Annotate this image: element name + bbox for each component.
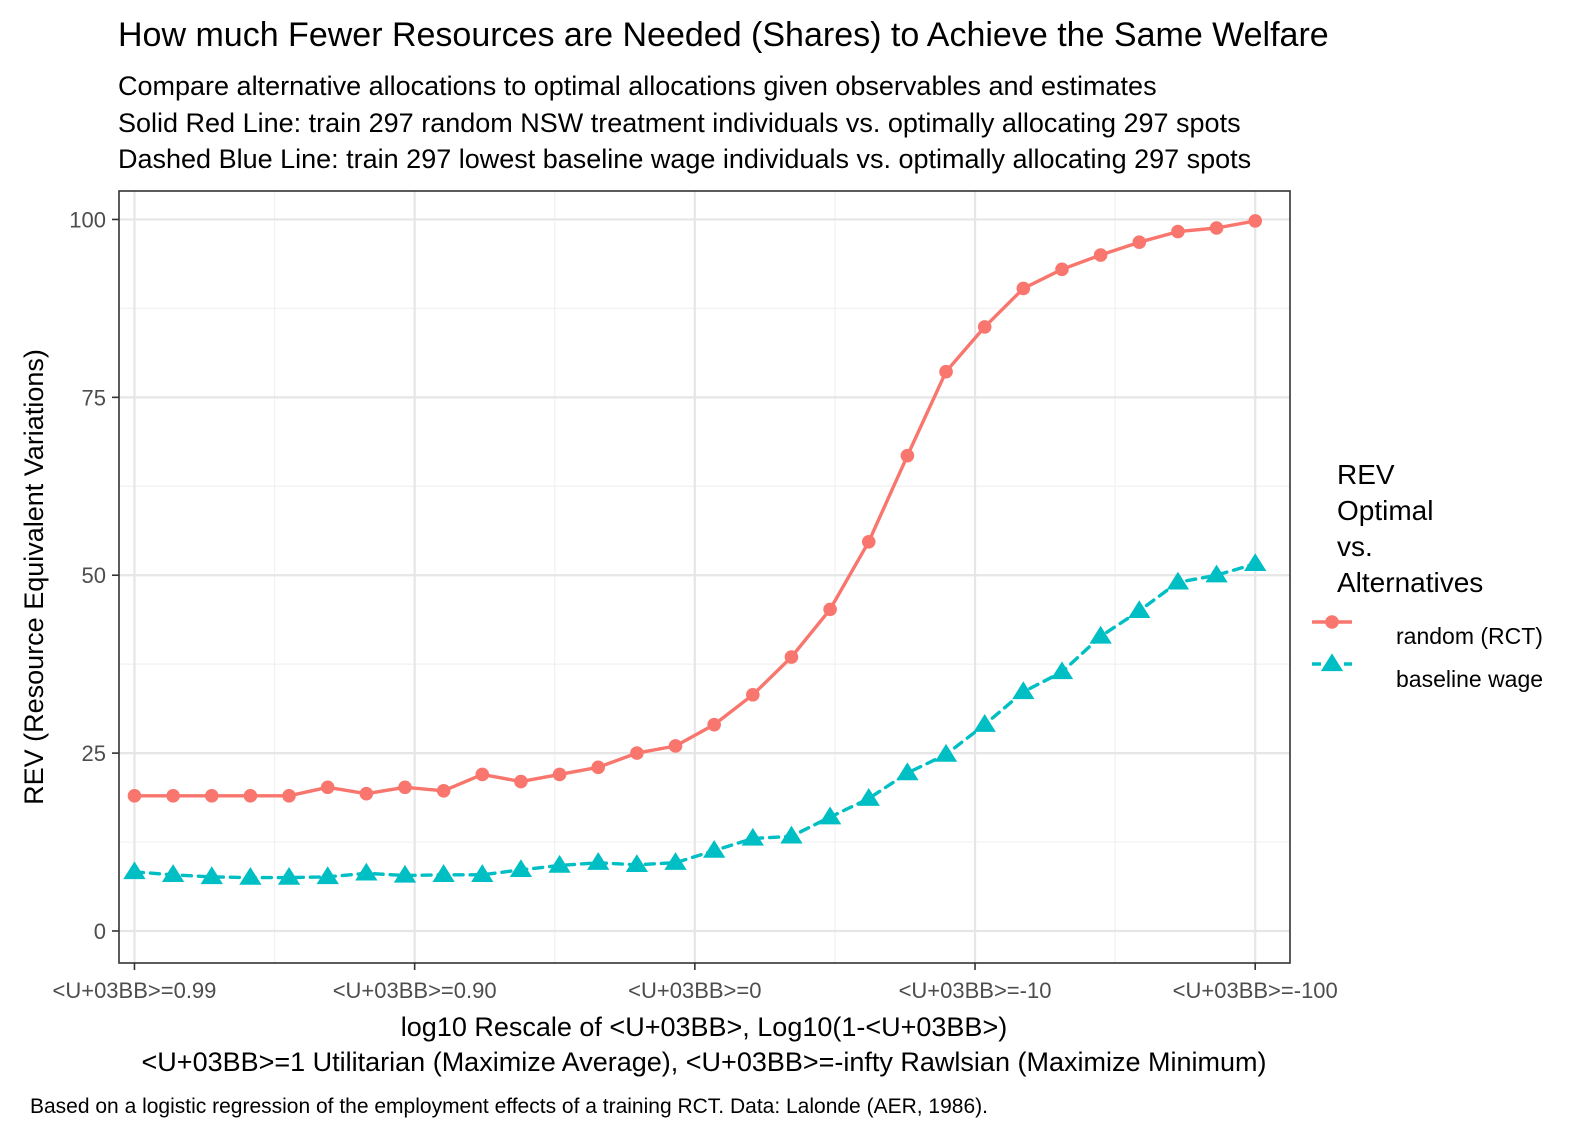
data-point-baseline-wage <box>316 866 339 885</box>
subtitle-line-3: Dashed Blue Line: train 297 lowest basel… <box>118 144 1251 174</box>
data-point-baseline-wage <box>934 743 958 762</box>
x-tick-label: <U+03BB>=0.99 <box>52 978 216 1003</box>
data-point-random <box>243 788 258 803</box>
data-point-random <box>861 534 876 549</box>
legend-label-baseline: baseline wage <box>1396 666 1543 692</box>
data-point-baseline-wage <box>1205 564 1228 583</box>
legend-keys <box>1312 615 1352 672</box>
data-point-baseline-wage <box>1166 571 1190 590</box>
chart-title: How much Fewer Resources are Needed (Sha… <box>118 16 1329 54</box>
data-point-baseline-wage <box>1128 600 1151 618</box>
data-point-baseline-wage <box>780 825 803 844</box>
data-point-baseline-wage <box>509 859 533 877</box>
panel-background <box>119 191 1290 963</box>
data-point-baseline-wage <box>355 862 378 881</box>
legend-title-line-3: vs. <box>1337 531 1373 562</box>
data-point-baseline-wage <box>973 714 996 732</box>
subtitle-line-2: Solid Red Line: train 297 random NSW tre… <box>118 108 1241 138</box>
y-axis: 0 25 50 75 100 <box>69 207 119 944</box>
data-point-random <box>823 602 837 617</box>
series-line-baseline-wage <box>132 562 1257 880</box>
major-gridlines <box>119 191 1290 963</box>
data-point-baseline-wage <box>548 854 571 873</box>
data-point-random <box>668 739 683 753</box>
data-point-baseline-wage <box>239 867 262 885</box>
data-point-baseline-wage <box>393 864 417 883</box>
x-tick-label: <U+03BB>=0 <box>628 978 761 1003</box>
x-axis-title-line-1: log10 Rescale of <U+03BB>, Log10(1-<U+03… <box>401 1012 1007 1042</box>
data-point-random <box>282 788 296 803</box>
data-point-baseline-wage <box>200 866 223 885</box>
y-tick-label: 0 <box>94 919 106 944</box>
data-point-random <box>127 788 142 803</box>
data-point-baseline-wage <box>741 827 764 846</box>
y-tick-label: 100 <box>69 207 106 232</box>
data-point-random <box>977 320 992 334</box>
data-point-random <box>784 650 799 664</box>
data-point-random <box>398 780 412 795</box>
data-point-random <box>1055 262 1069 277</box>
data-point-baseline-wage <box>1244 553 1267 572</box>
data-point-baseline-wage <box>1012 681 1035 700</box>
series-layer <box>123 214 1267 885</box>
data-point-baseline-wage <box>857 788 880 806</box>
data-point-random <box>359 786 374 801</box>
data-point-random <box>1209 221 1224 235</box>
data-point-random <box>900 448 915 463</box>
x-tick-label: <U+03BB>=-100 <box>1173 978 1338 1003</box>
legend-key-circle-marker <box>1325 615 1339 629</box>
data-point-random <box>1093 248 1108 262</box>
y-tick-label: 50 <box>82 563 106 588</box>
minor-gridlines <box>119 191 1290 963</box>
data-point-random <box>552 767 567 782</box>
data-point-random <box>436 784 451 798</box>
x-tick-label: <U+03BB>=-10 <box>899 978 1052 1003</box>
data-point-random <box>320 780 335 795</box>
data-point-baseline-wage <box>587 852 610 870</box>
data-point-baseline-wage <box>625 854 649 872</box>
legend: REV Optimal vs. Alternatives random (RCT… <box>1312 459 1543 692</box>
data-point-baseline-wage <box>1089 625 1112 644</box>
x-axis-title-line-2: <U+03BB>=1 Utilitarian (Maximize Average… <box>142 1047 1267 1077</box>
x-tick-label: <U+03BB>=0.90 <box>333 978 497 1003</box>
x-axis: <U+03BB>=0.99 <U+03BB>=0.90 <U+03BB>=0 <U+0… <box>52 963 1338 1003</box>
data-point-random <box>746 687 760 702</box>
data-point-random <box>204 788 219 803</box>
subtitle-line-1: Compare alternative allocations to optim… <box>118 71 1157 101</box>
data-point-baseline-wage <box>1050 661 1074 680</box>
legend-title-line-2: Optimal <box>1337 495 1433 526</box>
y-tick-label: 25 <box>82 741 106 766</box>
caption: Based on a logistic regression of the em… <box>30 1095 988 1118</box>
data-point-random <box>939 364 953 379</box>
data-point-random <box>1132 235 1147 250</box>
data-point-baseline-wage <box>277 867 301 885</box>
data-point-random <box>1248 214 1263 228</box>
data-point-random <box>591 760 606 775</box>
data-point-random <box>514 774 528 789</box>
y-tick-label: 75 <box>82 385 106 410</box>
data-point-random <box>630 746 644 760</box>
panel-border <box>118 190 1291 964</box>
data-point-baseline-wage <box>818 806 842 825</box>
legend-label-random: random (RCT) <box>1396 623 1543 649</box>
data-point-baseline-wage <box>896 762 919 781</box>
data-point-baseline-wage <box>161 864 185 882</box>
y-axis-title: REV (Resource Equivalent Variations) <box>19 349 49 805</box>
data-point-random <box>1171 224 1185 239</box>
legend-title-line-4: Alternatives <box>1337 567 1483 598</box>
data-point-random <box>166 788 180 803</box>
data-point-random <box>475 767 490 782</box>
data-point-baseline-wage <box>471 864 494 882</box>
data-point-random <box>1016 281 1031 296</box>
legend-key-triangle-marker <box>1320 653 1344 672</box>
data-point-baseline-wage <box>123 861 146 880</box>
plot-panel <box>118 190 1291 964</box>
data-point-baseline-wage <box>703 839 726 858</box>
data-point-baseline-wage <box>432 864 455 882</box>
legend-title-line-1: REV <box>1337 459 1395 490</box>
data-point-baseline-wage <box>664 852 687 870</box>
data-point-random <box>707 717 721 732</box>
